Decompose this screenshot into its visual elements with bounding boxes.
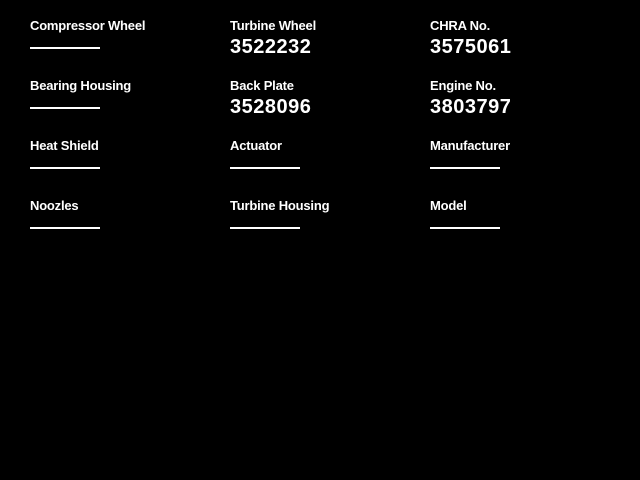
field-turbine-wheel[interactable]: Turbine Wheel 3522232 bbox=[230, 12, 430, 72]
empty-value-dash bbox=[430, 227, 500, 229]
field-label: Model bbox=[430, 198, 467, 213]
field-label: Actuator bbox=[230, 138, 282, 153]
field-manufacturer[interactable]: Manufacturer bbox=[430, 132, 630, 192]
field-engine-no[interactable]: Engine No. 3803797 bbox=[430, 72, 630, 132]
field-back-plate[interactable]: Back Plate 3528096 bbox=[230, 72, 430, 132]
field-value: 3528096 bbox=[230, 96, 312, 118]
empty-value-dash bbox=[30, 227, 100, 229]
empty-value-dash bbox=[230, 167, 300, 169]
field-label: Bearing Housing bbox=[30, 78, 132, 93]
field-actuator[interactable]: Actuator bbox=[230, 132, 430, 192]
field-label: Heat Shield bbox=[30, 138, 99, 153]
field-noozles[interactable]: Noozles bbox=[30, 192, 230, 252]
field-bearing-housing[interactable]: Bearing Housing bbox=[30, 72, 230, 132]
field-label: Manufacturer bbox=[430, 138, 510, 153]
field-value: 3522232 bbox=[230, 36, 312, 58]
empty-value-dash bbox=[230, 227, 300, 229]
field-heat-shield[interactable]: Heat Shield bbox=[30, 132, 230, 192]
field-chra-no[interactable]: CHRA No. 3575061 bbox=[430, 12, 630, 72]
field-compressor-wheel[interactable]: Compressor Wheel bbox=[30, 12, 230, 72]
field-label: Back Plate bbox=[230, 78, 294, 93]
field-label: Turbine Housing bbox=[230, 198, 330, 213]
field-value: 3575061 bbox=[430, 36, 512, 58]
empty-value-dash bbox=[430, 167, 500, 169]
part-fields-grid: Compressor Wheel Turbine Wheel 3522232 C… bbox=[30, 12, 630, 252]
field-label: Turbine Wheel bbox=[230, 18, 316, 33]
field-label: CHRA No. bbox=[430, 18, 491, 33]
field-value: 3803797 bbox=[430, 96, 512, 118]
field-label: Compressor Wheel bbox=[30, 18, 146, 33]
empty-value-dash bbox=[30, 47, 100, 49]
field-label: Engine No. bbox=[430, 78, 496, 93]
field-model[interactable]: Model bbox=[430, 192, 630, 252]
empty-value-dash bbox=[30, 167, 100, 169]
field-label: Noozles bbox=[30, 198, 79, 213]
field-turbine-housing[interactable]: Turbine Housing bbox=[230, 192, 430, 252]
empty-value-dash bbox=[30, 107, 100, 109]
